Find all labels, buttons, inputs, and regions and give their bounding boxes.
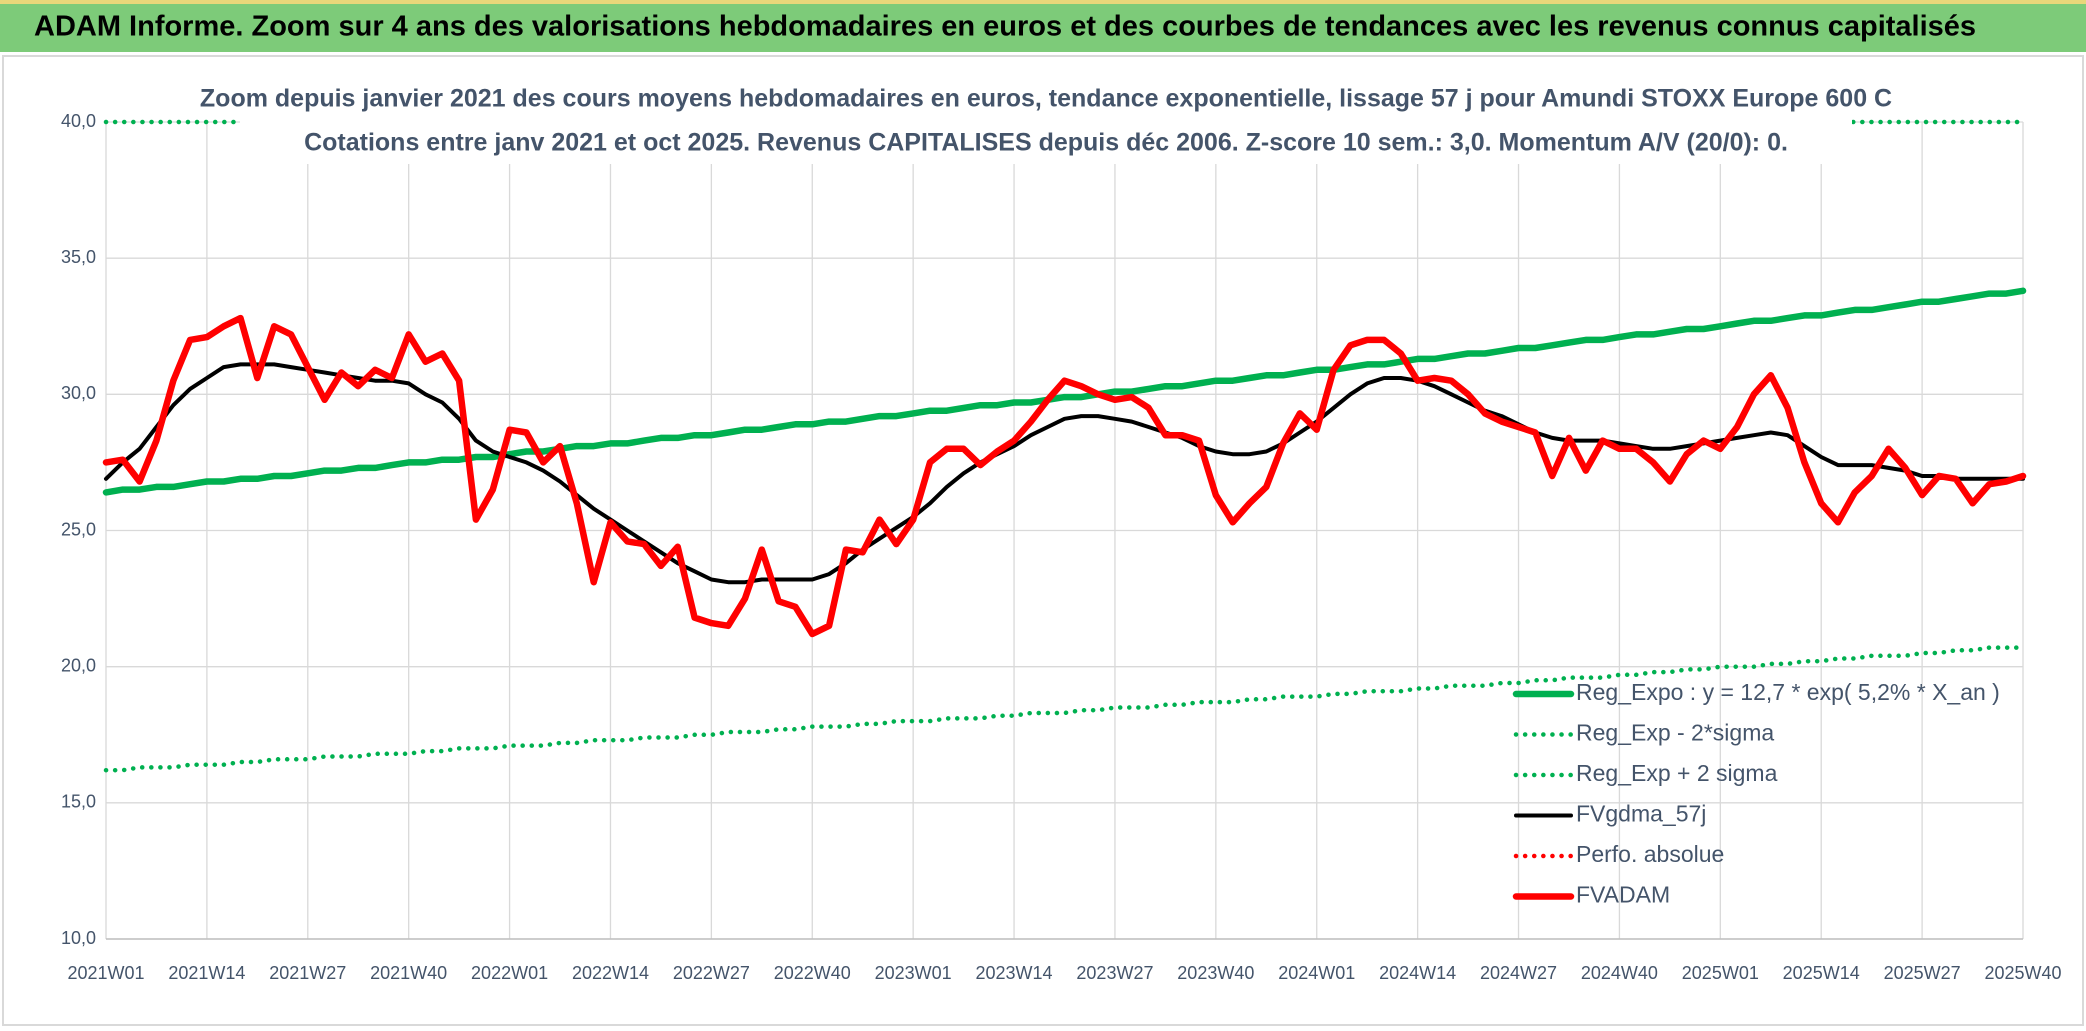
x-tick-label: 2022W40 [774,963,851,983]
x-tick-label: 2021W01 [67,963,144,983]
x-tick-label: 2024W40 [1581,963,1658,983]
x-tick-label: 2022W27 [673,963,750,983]
legend-label: FVgdma_57j [1576,801,1706,827]
series-line [102,314,2027,638]
y-tick-label: 20,0 [61,655,96,675]
x-tick-label: 2022W01 [471,963,548,983]
x-tick-label: 2021W14 [168,963,245,983]
legend-label: FVADAM [1576,882,1670,908]
title-bar [0,0,2086,52]
x-tick-label: 2025W27 [1884,963,1961,983]
x-tick-label: 2024W14 [1379,963,1456,983]
x-tick-label: 2021W40 [370,963,447,983]
x-tick-label: 2025W14 [1783,963,1860,983]
x-tick-label: 2023W01 [875,963,952,983]
x-tick-label: 2022W14 [572,963,649,983]
series-line [102,287,2027,496]
legend-label: Perfo. absolue [1576,841,1724,867]
y-tick-label: 15,0 [61,792,96,812]
subtitle-background [240,82,1852,164]
chart-title: ADAM Informe. Zoom sur 4 ans des valoris… [34,11,1976,43]
x-tick-label: 2023W27 [1076,963,1153,983]
y-tick-label: 10,0 [61,928,96,948]
x-tick-label: 2025W40 [1984,963,2061,983]
legend-label: Reg_Exp + 2 sigma [1576,760,1778,786]
title-bar-edge [0,0,2086,4]
y-tick-label: 40,0 [61,111,96,131]
x-tick-label: 2021W27 [269,963,346,983]
x-tick-label: 2024W01 [1278,963,1355,983]
x-tick-label: 2023W40 [1177,963,1254,983]
chart-frame [2,55,2084,1026]
legend-label: Reg_Exp - 2*sigma [1576,720,1774,746]
legend-label: Reg_Expo : y = 12,7 * exp( 5,2% * X_an ) [1576,679,2000,705]
y-tick-label: 30,0 [61,383,96,403]
chart-subtitle: Zoom depuis janvier 2021 des cours moyen… [200,85,1892,113]
x-tick-label: 2025W01 [1682,963,1759,983]
x-tick-label: 2024W27 [1480,963,1557,983]
series-line [103,645,2026,773]
y-tick-label: 25,0 [61,519,96,539]
x-tick-label: 2023W14 [976,963,1053,983]
y-tick-label: 35,0 [61,247,96,267]
chart-subtitle: Cotations entre janv 2021 et oct 2025. R… [304,129,1788,157]
